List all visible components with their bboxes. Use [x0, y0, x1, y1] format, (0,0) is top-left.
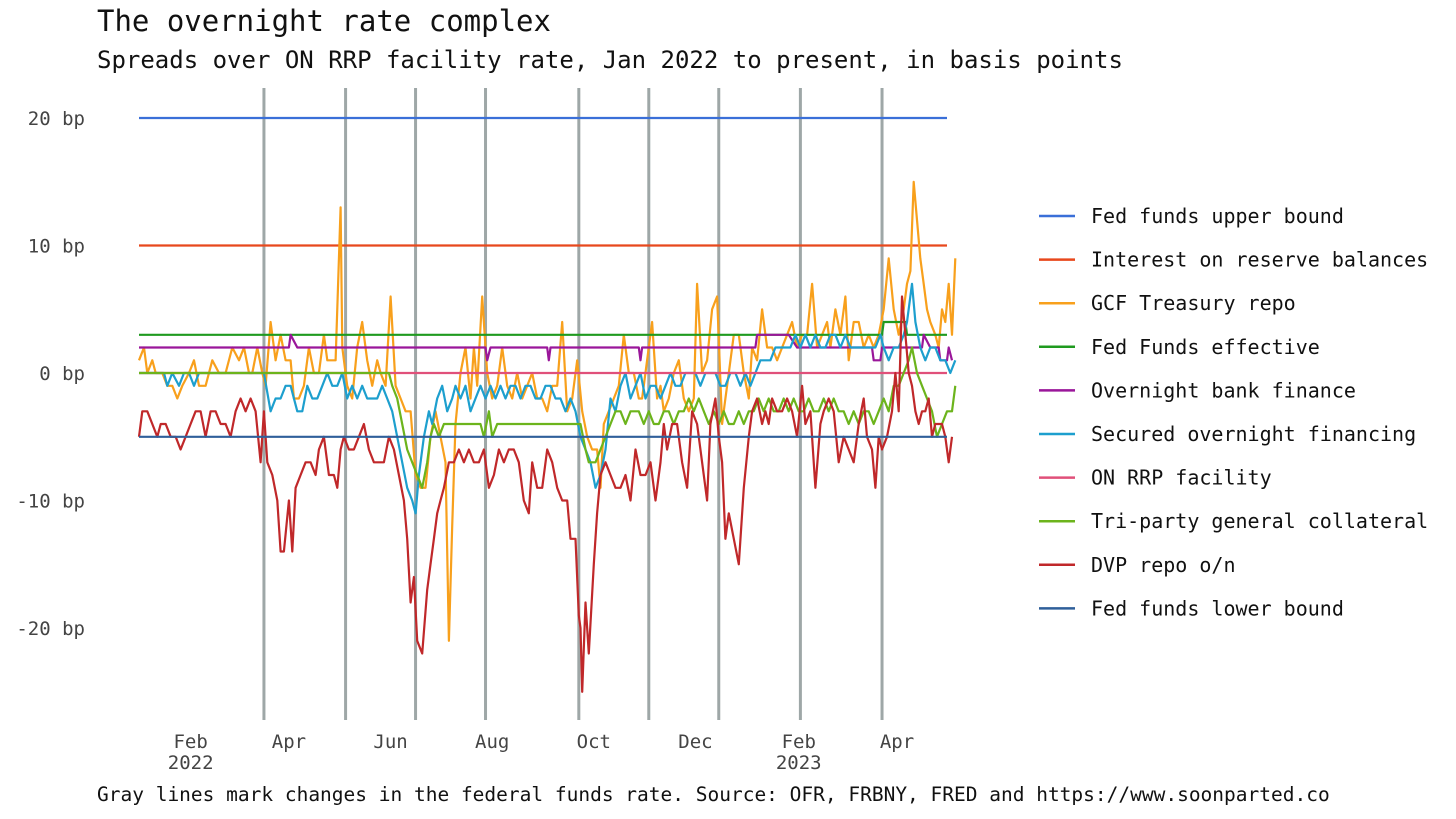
legend-label: DVP repo o/n [1091, 553, 1236, 577]
x-tick-year: 2023 [776, 752, 822, 774]
legend-item-tri-party-general-collateral: Tri-party general collateral [1039, 509, 1428, 533]
y-tick-label: 0 bp [39, 363, 85, 385]
y-tick-label: 20 bp [28, 108, 85, 130]
legend-item-fed-funds-lower-bound: Fed funds lower bound [1039, 596, 1344, 620]
legend-label: Fed Funds effective [1091, 335, 1320, 359]
series-line-gcf-treasury-repo [137, 180, 957, 642]
legend-item-fed-funds-upper-bound: Fed funds upper bound [1039, 204, 1344, 228]
legend-label: Fed funds lower bound [1091, 596, 1344, 620]
legend-label: GCF Treasury repo [1091, 291, 1296, 315]
x-tick-label: Feb [782, 731, 816, 753]
source-caption: Gray lines mark changes in the federal f… [97, 783, 1330, 806]
legend: Fed funds upper bound Interest on reserve… [1039, 204, 1428, 620]
y-axis: 20 bp 10 bp 0 bp -10 bp -20 bp [16, 108, 85, 640]
legend-item-dvp-repo-o-n: DVP repo o/n [1039, 553, 1236, 577]
x-tick-year: 2022 [168, 752, 214, 774]
series-lines [137, 116, 957, 693]
legend-item-on-rrp-facility: ON RRP facility [1039, 466, 1272, 490]
x-tick-label: Apr [880, 731, 914, 753]
x-tick-label: Aug [475, 731, 509, 753]
series-line-tri-party-general-collateral [139, 346, 957, 489]
y-tick-label: -10 bp [16, 491, 85, 513]
legend-item-fed-funds-effective: Fed Funds effective [1039, 335, 1320, 359]
x-tick-label: Feb [173, 731, 207, 753]
legend-label: Tri-party general collateral [1091, 509, 1428, 533]
chart-title: The overnight rate complex [97, 4, 551, 38]
legend-label: Interest on reserve balances [1091, 248, 1428, 272]
series-line-dvp-repo-o-n [137, 295, 954, 693]
x-tick-label: Dec [678, 731, 712, 753]
legend-item-gcf-treasury-repo: GCF Treasury repo [1039, 291, 1296, 315]
x-tick-label: Oct [577, 731, 611, 753]
y-tick-label: -20 bp [16, 618, 85, 640]
x-tick-label: Jun [373, 731, 407, 753]
legend-label: Overnight bank finance [1091, 378, 1356, 402]
legend-item-secured-overnight-financing: Secured overnight financing [1039, 422, 1416, 446]
legend-item-overnight-bank-finance: Overnight bank finance [1039, 378, 1356, 402]
legend-label: ON RRP facility [1091, 466, 1272, 490]
legend-item-interest-on-reserve-balances: Interest on reserve balances [1039, 248, 1428, 272]
chart-subtitle: Spreads over ON RRP facility rate, Jan 2… [97, 46, 1123, 74]
legend-label: Fed funds upper bound [1091, 204, 1344, 228]
legend-label: Secured overnight financing [1091, 422, 1416, 446]
y-tick-label: 10 bp [28, 236, 85, 258]
x-tick-label: Apr [272, 731, 306, 753]
